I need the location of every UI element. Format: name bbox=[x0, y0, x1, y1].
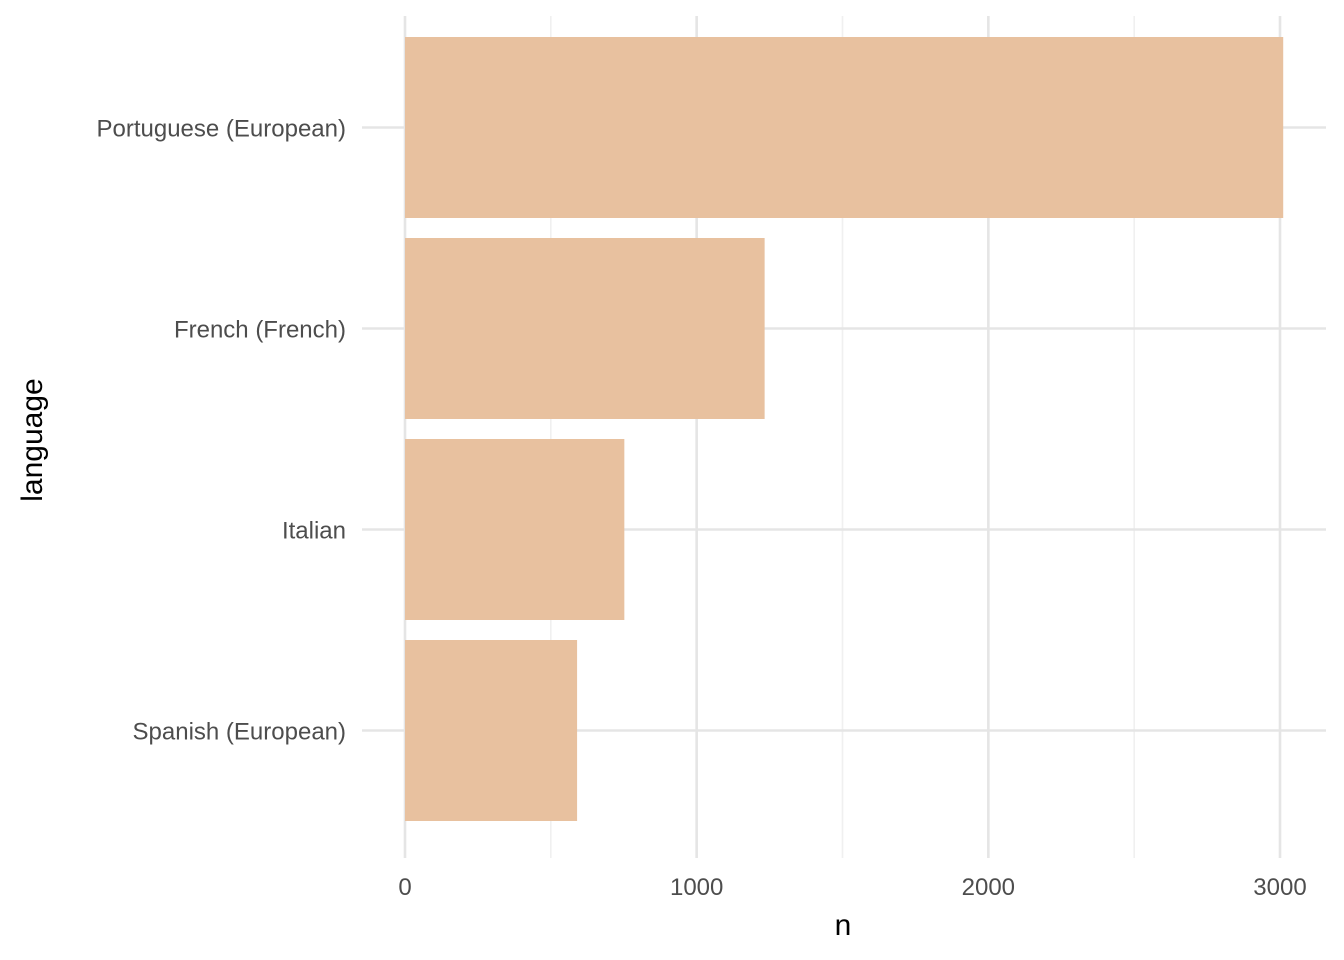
y-tick-label: Portuguese (European) bbox=[97, 116, 347, 143]
bar bbox=[405, 37, 1284, 218]
x-tick-label: 3000 bbox=[1253, 874, 1306, 901]
bars bbox=[405, 37, 1284, 821]
x-axis-title: n bbox=[835, 909, 852, 942]
x-tick-labels: 0 1000 2000 3000 bbox=[398, 874, 1306, 901]
x-tick-label: 1000 bbox=[670, 874, 723, 901]
y-tick-labels: Portuguese (European) French (French) Ital… bbox=[97, 116, 347, 746]
y-tick-label: French (French) bbox=[174, 317, 346, 344]
y-axis-title: language bbox=[16, 378, 49, 501]
y-tick-label: Spanish (European) bbox=[133, 719, 346, 746]
bar bbox=[405, 640, 578, 821]
bar bbox=[405, 238, 765, 419]
x-tick-label: 2000 bbox=[962, 874, 1015, 901]
x-tick-label: 0 bbox=[398, 874, 411, 901]
bar bbox=[405, 439, 625, 620]
y-tick-label: Italian bbox=[282, 518, 346, 545]
